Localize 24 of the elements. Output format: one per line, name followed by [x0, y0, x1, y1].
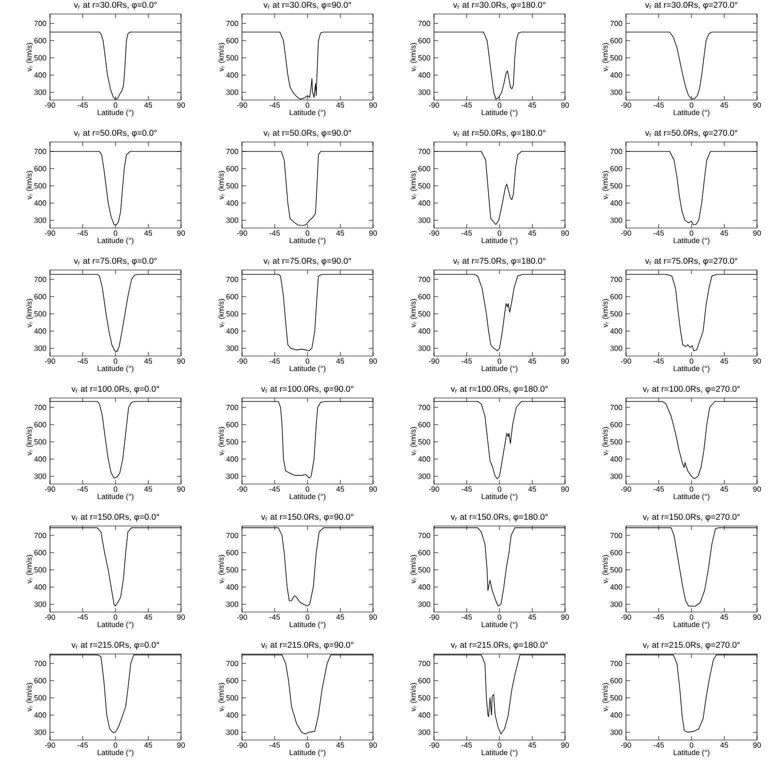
chart-title: v$_{r}$ at r=150.0Rs, φ=90.0°: [261, 514, 354, 522]
chart-title: v$_{r}$ at r=100.0Rs, φ=180.0°: [450, 386, 548, 394]
chart-title: v$_{r}$ at r=100.0Rs, φ=90.0°: [261, 386, 354, 394]
chart-title: v$_{r}$ at r=30.0Rs, φ=90.0°: [263, 2, 352, 10]
chart-title: v$_{r}$ at r=75.0Rs, φ=270.0°: [645, 258, 738, 266]
chart-title: v$_{r}$ at r=100.0Rs, φ=0.0°: [71, 386, 160, 394]
chart-title: v$_{r}$ at r=75.0Rs, φ=180.0°: [453, 258, 546, 266]
chart-title: v$_{r}$ at r=215.0Rs, φ=0.0°: [71, 642, 160, 650]
chart-title: v$_{r}$ at r=50.0Rs, φ=90.0°: [263, 130, 352, 138]
chart-title: v$_{r}$ at r=30.0Rs, φ=0.0°: [74, 2, 157, 10]
chart-title: v$_{r}$ at r=150.0Rs, φ=0.0°: [71, 514, 160, 522]
chart-title: v$_{r}$ at r=215.0Rs, φ=270.0°: [642, 642, 740, 650]
chart-title: v$_{r}$ at r=75.0Rs, φ=90.0°: [263, 258, 352, 266]
chart-title: v$_{r}$ at r=75.0Rs, φ=0.0°: [74, 258, 157, 266]
chart-title: v$_{r}$ at r=215.0Rs, φ=90.0°: [261, 642, 354, 650]
chart-title: v$_{r}$ at r=30.0Rs, φ=270.0°: [645, 2, 738, 10]
chart-title: v$_{r}$ at r=150.0Rs, φ=180.0°: [450, 514, 548, 522]
chart-title: v$_{r}$ at r=100.0Rs, φ=270.0°: [642, 386, 740, 394]
chart-title: v$_{r}$ at r=50.0Rs, φ=270.0°: [645, 130, 738, 138]
chart-title: v$_{r}$ at r=50.0Rs, φ=0.0°: [74, 130, 157, 138]
chart-title: v$_{r}$ at r=150.0Rs, φ=270.0°: [642, 514, 740, 522]
chart-title: v$_{r}$ at r=215.0Rs, φ=180.0°: [450, 642, 548, 650]
chart-title: v$_{r}$ at r=50.0Rs, φ=180.0°: [453, 130, 546, 138]
chart-title: v$_{r}$ at r=30.0Rs, φ=180.0°: [453, 2, 546, 10]
